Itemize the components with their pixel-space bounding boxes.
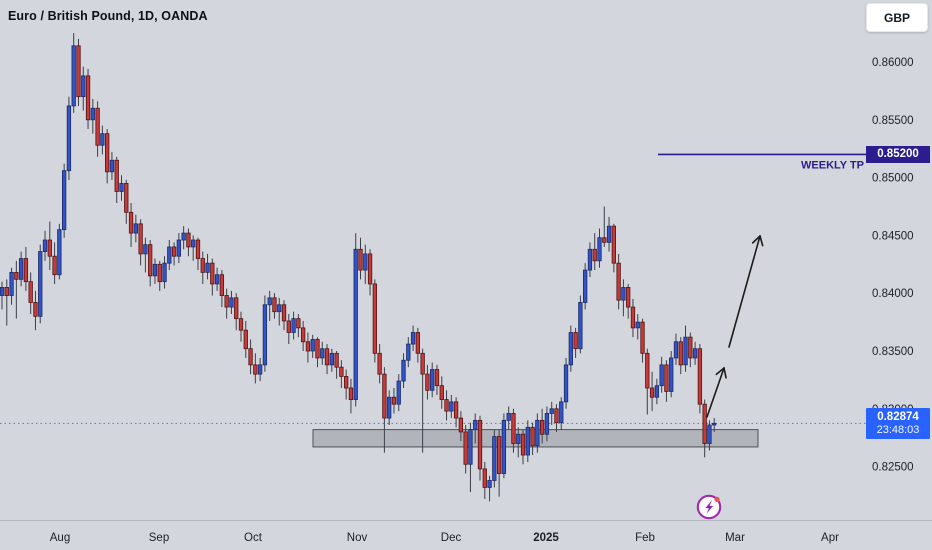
- price-scale-axis[interactable]: [866, 0, 932, 520]
- price-tick-label: 0.85500: [872, 115, 914, 127]
- currency-toggle-button[interactable]: GBP: [866, 3, 928, 32]
- weekly-tp-label: WEEKLY TP: [801, 159, 864, 171]
- trend-arrow: [706, 367, 727, 418]
- current-price-value: 0.82874: [877, 411, 919, 424]
- time-tick-label: 2025: [533, 532, 559, 544]
- weekly-tp-price-badge: 0.85200: [866, 145, 930, 163]
- time-tick-label: Sep: [149, 532, 169, 544]
- time-tick-label: Mar: [725, 532, 745, 544]
- time-tick-label: Apr: [821, 532, 839, 544]
- candles-series: [0, 33, 717, 502]
- time-tick-label: Feb: [635, 532, 655, 544]
- trend-arrow: [728, 235, 764, 348]
- price-tick-label: 0.84000: [872, 288, 914, 300]
- current-price-badge: 0.82874 23:48:03: [866, 408, 930, 440]
- bar-countdown-timer: 23:48:03: [876, 424, 920, 437]
- price-tick-label: 0.84500: [872, 230, 914, 242]
- time-tick-label: Nov: [347, 532, 368, 544]
- price-tick-label: 0.82500: [872, 462, 914, 474]
- price-tick-label: 0.85000: [872, 173, 914, 185]
- time-scale-axis[interactable]: [0, 520, 932, 550]
- price-tick-label: 0.83500: [872, 346, 914, 358]
- publisher-flash-icon: [696, 494, 722, 520]
- time-tick-label: Aug: [50, 532, 70, 544]
- time-tick-label: Oct: [244, 532, 263, 544]
- time-tick-label: Dec: [441, 532, 462, 544]
- price-tick-label: 0.86000: [872, 57, 914, 69]
- symbol-title[interactable]: Euro / British Pound, 1D, OANDA: [8, 9, 208, 23]
